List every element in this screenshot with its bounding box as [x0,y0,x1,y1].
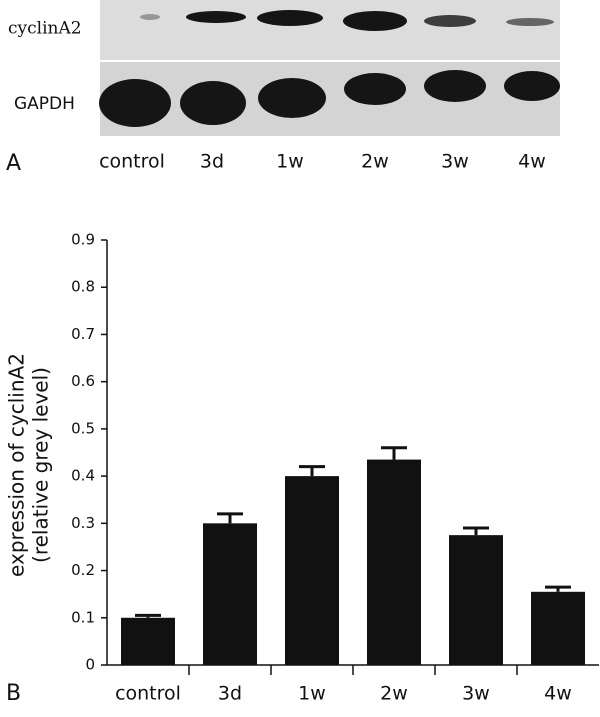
y-tick-label: 0.6 [71,372,95,390]
x-tick-label: 4w [544,683,572,705]
band [506,18,554,26]
y-axis-label: expression of cyclinA2 [5,353,29,577]
y-tick-label: 0.7 [71,325,95,343]
bar [449,535,503,665]
error-bar [135,613,161,618]
bar [285,476,339,665]
row-label: GAPDH [14,94,75,114]
blot-strip [100,62,560,136]
y-tick-label: 0.8 [71,278,95,296]
panel-label: B [6,681,21,706]
blot-strip [100,0,560,60]
bar [121,617,175,665]
y-tick-label: 0.9 [71,231,95,249]
error-bar [463,526,489,536]
bar [531,591,585,665]
band [257,10,323,26]
band [186,11,246,23]
lane-label: 3d [200,151,224,173]
lane-label: 2w [361,151,389,173]
y-tick-label: 0.1 [71,608,95,626]
x-tick-label: 2w [380,683,408,705]
band [258,78,326,118]
blot-bands [99,10,560,127]
band [140,14,160,20]
band [99,79,171,127]
x-tick-label: 3w [462,683,490,705]
x-tick-label: control [115,683,181,705]
row-label: cyclinA2 [8,19,82,39]
band [424,15,476,27]
lane-label: 3w [441,151,469,173]
error-bar [381,446,407,460]
lane-label: 1w [276,151,304,173]
band [344,73,406,105]
error-bar [217,512,243,524]
band [343,11,407,31]
y-tick-label: 0.3 [71,514,95,532]
error-bar [545,585,571,592]
x-tick-label: 3d [218,683,242,705]
bar [367,459,421,665]
bar [203,523,257,665]
band [424,70,486,102]
band [504,71,560,101]
error-bar [299,465,325,477]
band [180,81,246,125]
lane-label: control [99,151,165,173]
y-tick-label: 0.5 [71,419,95,437]
x-tick-label: 1w [298,683,326,705]
lane-label: 4w [518,151,546,173]
y-tick-label: 0.2 [71,561,95,579]
panel-label: A [6,151,21,176]
y-axis-label: (relative grey level) [29,367,53,563]
y-tick-label: 0 [85,656,95,674]
y-tick-label: 0.4 [71,467,95,485]
